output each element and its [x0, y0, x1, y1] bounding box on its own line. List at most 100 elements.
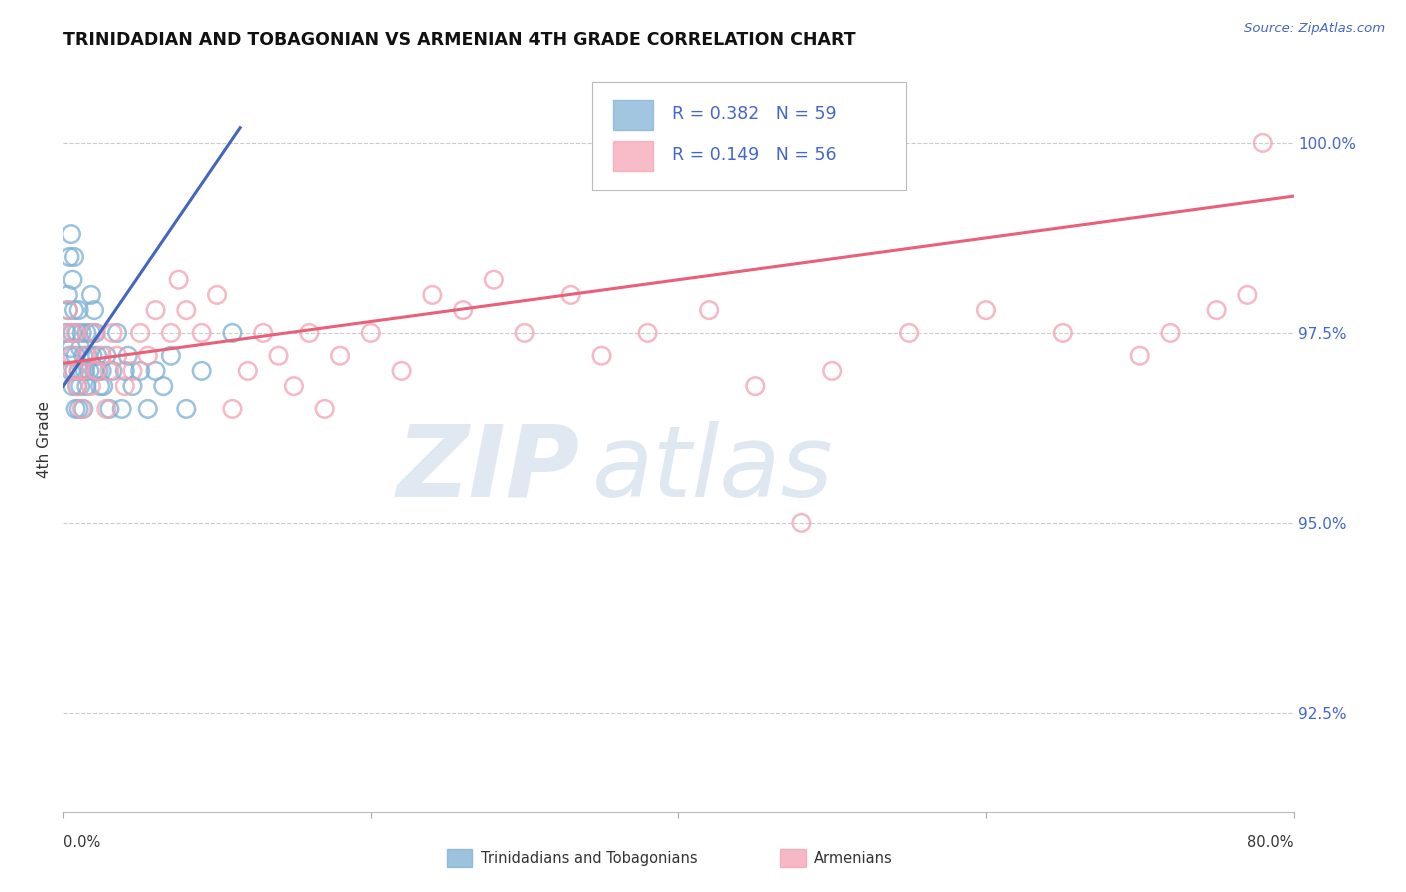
Point: [145, 364, 167, 378]
Text: Armenians: Armenians: [814, 851, 893, 865]
Point: [89, 379, 111, 393]
Point: [898, 326, 921, 340]
Point: [66, 379, 89, 393]
Point: [58, 349, 80, 363]
Point: [63, 364, 86, 378]
Point: [67, 303, 90, 318]
Text: TRINIDADIAN AND TOBAGONIAN VS ARMENIAN 4TH GRADE CORRELATION CHART: TRINIDADIAN AND TOBAGONIAN VS ARMENIAN 4…: [63, 31, 856, 49]
Point: [236, 364, 259, 378]
Point: [152, 379, 174, 393]
Point: [63, 250, 86, 264]
Point: [422, 288, 444, 302]
Point: [80, 288, 103, 302]
Point: [391, 364, 413, 378]
Point: [58, 250, 80, 264]
Point: [451, 303, 474, 318]
Point: [75, 349, 97, 363]
Point: [1251, 136, 1274, 150]
Point: [283, 379, 305, 393]
Point: [62, 379, 84, 393]
Point: [1052, 326, 1074, 340]
Point: [174, 303, 197, 318]
Y-axis label: 4th Grade: 4th Grade: [37, 401, 52, 478]
Point: [67, 401, 90, 416]
Text: 80.0%: 80.0%: [1247, 836, 1294, 850]
Point: [86, 349, 108, 363]
Point: [190, 326, 212, 340]
Point: [174, 401, 197, 416]
Text: atlas: atlas: [592, 421, 834, 517]
Point: [67, 364, 90, 378]
Point: [72, 349, 94, 363]
Point: [56, 303, 79, 318]
Point: [83, 303, 105, 318]
Point: [96, 401, 118, 416]
Point: [76, 349, 98, 363]
Point: [84, 326, 107, 340]
Point: [62, 273, 84, 287]
Point: [87, 364, 110, 378]
Point: [591, 349, 613, 363]
Point: [974, 303, 997, 318]
Point: [1160, 326, 1182, 340]
Point: [513, 326, 536, 340]
Point: [72, 401, 94, 416]
Point: [65, 401, 87, 416]
Point: [62, 349, 84, 363]
Point: [121, 364, 143, 378]
Point: [59, 326, 82, 340]
Point: [80, 379, 103, 393]
Point: [86, 364, 108, 378]
Text: R = 0.149   N = 56: R = 0.149 N = 56: [672, 145, 837, 164]
Point: [1205, 303, 1227, 318]
Point: [136, 401, 159, 416]
Text: ZIP: ZIP: [396, 421, 579, 517]
Point: [114, 379, 136, 393]
Point: [114, 364, 136, 378]
Point: [821, 364, 844, 378]
Point: [697, 303, 720, 318]
Point: [63, 364, 86, 378]
Point: [117, 349, 139, 363]
Point: [129, 364, 152, 378]
Point: [70, 326, 93, 340]
Point: [105, 349, 128, 363]
Point: [90, 364, 112, 378]
Point: [66, 379, 89, 393]
Point: [314, 401, 336, 416]
Text: 0.0%: 0.0%: [63, 836, 100, 850]
Text: Source: ZipAtlas.com: Source: ZipAtlas.com: [1244, 22, 1385, 36]
Point: [82, 349, 104, 363]
Point: [91, 379, 114, 393]
Point: [65, 349, 87, 363]
Text: R = 0.382   N = 59: R = 0.382 N = 59: [672, 105, 837, 123]
Point: [111, 401, 134, 416]
Text: Trinidadians and Tobagonians: Trinidadians and Tobagonians: [481, 851, 697, 865]
Point: [59, 227, 82, 241]
Point: [70, 401, 93, 416]
Point: [105, 326, 128, 340]
Point: [66, 326, 89, 340]
Point: [83, 364, 105, 378]
Point: [121, 379, 143, 393]
Point: [167, 273, 190, 287]
Point: [96, 349, 118, 363]
Point: [56, 288, 79, 302]
Point: [90, 349, 112, 363]
Point: [67, 364, 90, 378]
Point: [252, 326, 274, 340]
Point: [790, 516, 813, 530]
Point: [267, 349, 290, 363]
Point: [80, 326, 103, 340]
Point: [360, 326, 382, 340]
Point: [637, 326, 659, 340]
Point: [190, 364, 212, 378]
Point: [1236, 288, 1258, 302]
Point: [129, 326, 152, 340]
Point: [145, 303, 167, 318]
Point: [79, 364, 101, 378]
Point: [482, 273, 505, 287]
Point: [56, 303, 79, 318]
Point: [83, 326, 105, 340]
FancyBboxPatch shape: [592, 82, 905, 190]
